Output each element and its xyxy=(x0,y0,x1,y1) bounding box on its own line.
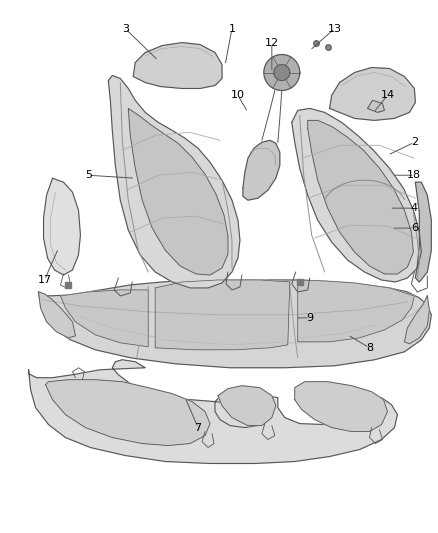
Text: 3: 3 xyxy=(122,23,129,34)
Polygon shape xyxy=(60,290,148,347)
Polygon shape xyxy=(264,54,300,91)
Text: 4: 4 xyxy=(411,203,418,213)
Polygon shape xyxy=(308,120,413,274)
Polygon shape xyxy=(367,100,385,112)
Text: 12: 12 xyxy=(265,38,279,47)
Polygon shape xyxy=(295,382,388,432)
Polygon shape xyxy=(415,182,431,282)
Text: 8: 8 xyxy=(366,343,373,353)
Polygon shape xyxy=(298,280,414,342)
Text: 17: 17 xyxy=(38,275,52,285)
Polygon shape xyxy=(108,76,240,288)
Text: 2: 2 xyxy=(411,138,418,147)
Polygon shape xyxy=(43,178,81,275)
Polygon shape xyxy=(39,292,75,338)
Text: 5: 5 xyxy=(85,170,92,180)
Text: 7: 7 xyxy=(194,423,201,433)
Text: 18: 18 xyxy=(407,170,421,180)
Polygon shape xyxy=(243,140,280,200)
Polygon shape xyxy=(218,386,276,425)
Polygon shape xyxy=(39,280,431,368)
Polygon shape xyxy=(28,360,397,464)
Text: 9: 9 xyxy=(306,313,313,323)
Text: 13: 13 xyxy=(328,23,342,34)
Text: 1: 1 xyxy=(229,23,236,34)
Polygon shape xyxy=(155,280,290,350)
Text: 14: 14 xyxy=(380,91,395,100)
Text: 6: 6 xyxy=(411,223,418,233)
Polygon shape xyxy=(46,379,210,446)
Polygon shape xyxy=(133,43,222,88)
Polygon shape xyxy=(274,64,290,80)
Polygon shape xyxy=(330,68,415,120)
Text: 10: 10 xyxy=(231,91,245,100)
Polygon shape xyxy=(404,296,429,344)
Polygon shape xyxy=(128,108,228,275)
Polygon shape xyxy=(292,108,421,282)
